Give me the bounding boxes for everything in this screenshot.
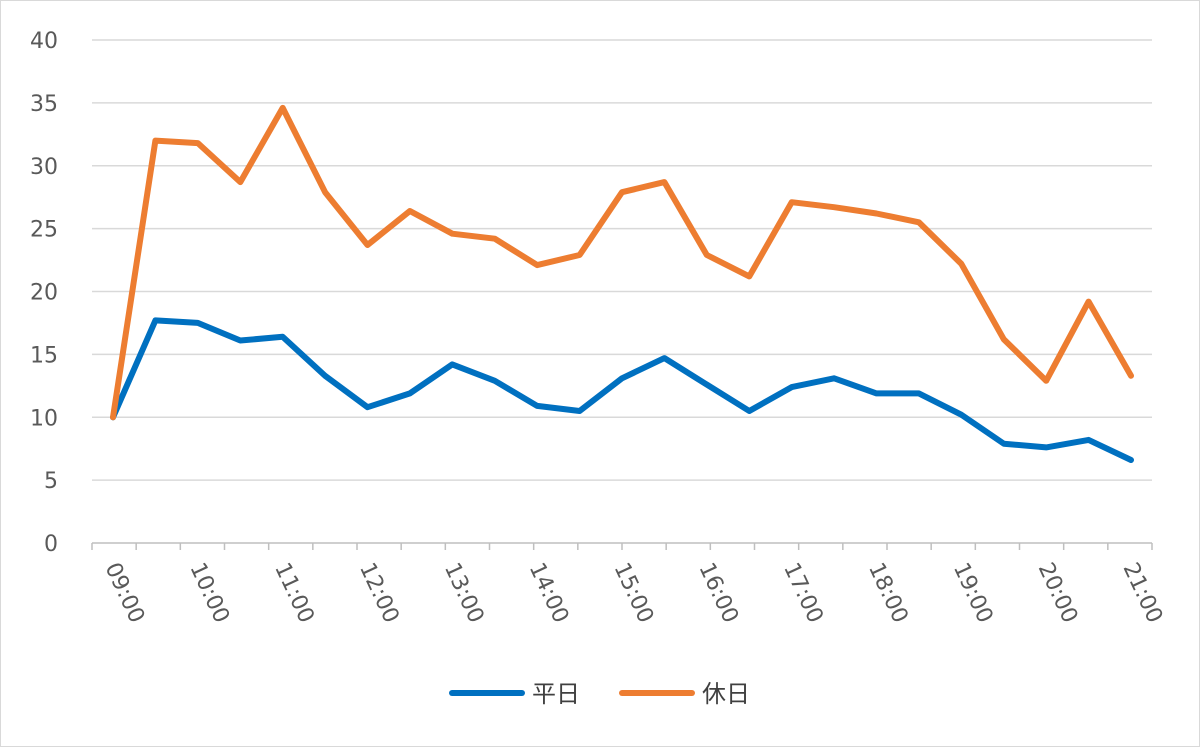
y-tick-label: 0 [44,532,58,557]
y-tick-label: 35 [30,92,58,117]
x-tick-label: 14:00 [524,559,573,627]
y-axis: 0 5 10 15 20 25 30 35 40 [30,29,58,557]
y-tick-label: 15 [30,343,58,368]
x-tick-label: 18:00 [863,559,912,627]
x-tick-label: 12:00 [354,559,403,627]
series-line-0 [110,317,1134,463]
y-tick-label: 25 [30,218,58,243]
y-tick-label: 20 [30,281,58,306]
y-tick-label: 5 [44,469,58,494]
legend: 平日 休日 [449,680,750,708]
gridlines [92,39,1152,481]
y-tick-label: 40 [30,29,58,54]
y-tick-label: 10 [30,406,58,431]
x-tick-label: 16:00 [693,559,742,627]
series-lines [110,104,1134,463]
x-tick-label: 13:00 [439,559,488,627]
x-tick-label: 11:00 [269,559,318,627]
legend-label-0: 平日 [532,680,580,708]
x-tick-label: 20:00 [1033,559,1082,627]
x-tick-label: 09:00 [100,559,149,627]
x-tick-label: 17:00 [778,559,827,627]
x-tick-label: 10:00 [184,559,233,627]
x-tick-label: 21:00 [1118,559,1167,627]
series-line-1 [110,104,1134,421]
x-tick-label: 19:00 [948,559,997,627]
y-tick-label: 30 [30,155,58,180]
x-tick-label: 15:00 [609,559,658,627]
x-axis: 09:00 10:00 11:00 12:00 13:00 14:00 15:00 16:00… [91,542,1167,627]
legend-label-1: 休日 [702,680,750,708]
